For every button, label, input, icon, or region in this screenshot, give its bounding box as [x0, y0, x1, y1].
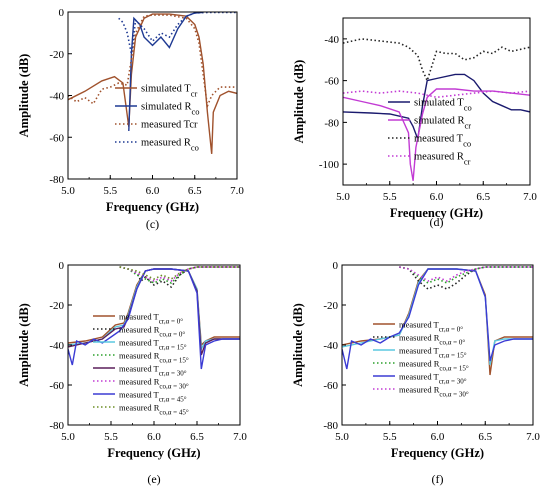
y-axis-label: Amplitude (dB) — [291, 303, 305, 387]
y-tick-label: -40 — [49, 340, 64, 352]
legend-entry: measured Rco,α = 45° — [119, 403, 189, 417]
legend: simulated Tcr simulated Rco measured Tcr me… — [115, 84, 200, 153]
legend: simulated Tco simulated Rcr measured Tco me… — [388, 98, 472, 167]
legend-entry: measured Tco — [414, 134, 471, 149]
panel-label: (e) — [147, 472, 160, 486]
legend: measured Tcr,α = 0°measured Rco,α = 0°me… — [373, 320, 469, 399]
legend-entry: measured Rco,α = 15° — [119, 351, 189, 365]
y-tick-label: -40 — [324, 34, 339, 46]
y-tick-label: -60 — [324, 76, 339, 88]
x-tick-label: 6.0 — [147, 431, 161, 443]
x-tick-label: 6.5 — [478, 431, 492, 443]
legend-entry: simulated Rcr — [414, 116, 471, 131]
x-tick-label: 6.5 — [476, 191, 490, 203]
x-tick-label: 5.0 — [61, 185, 75, 197]
y-tick-label: 0 — [59, 260, 65, 272]
legend-entry: measured Tcr,α = 45° — [119, 390, 187, 404]
series-line-c-3 — [118, 12, 237, 54]
series-line-c-0 — [68, 13, 237, 154]
y-tick-label: -80 — [324, 117, 339, 129]
x-tick-label: 5.0 — [335, 431, 349, 443]
y-tick-label: 0 — [333, 260, 339, 272]
chart-panel-c: 5.0 5.5 6.0 6.5 7.0 0 -20 -40 -60 -80 Frequency (G… — [17, 7, 244, 231]
y-tick-label: -80 — [323, 420, 338, 432]
y-tick-label: -100 — [319, 159, 340, 171]
x-tick-label: 5.5 — [383, 431, 397, 443]
series-line-d-1 — [343, 88, 530, 181]
x-tick-label: 6.5 — [188, 185, 202, 197]
panel-label: (c) — [146, 217, 159, 231]
x-tick-label: 6.0 — [146, 185, 160, 197]
y-tick-label: -20 — [49, 49, 64, 61]
x-tick-label: 5.0 — [336, 191, 350, 203]
y-axis-label: Amplitude (dB) — [17, 54, 31, 138]
x-axis-label: Frequency (GHz) — [391, 446, 484, 460]
legend-entry: measured Tcr,α = 0° — [119, 312, 183, 326]
legend-entry: measured Tcr,α = 30° — [119, 364, 187, 378]
series-line-f-3 — [399, 266, 533, 284]
chart-panel-d: 5.0 5.5 6.0 6.5 7.0 -40 -60 -80 -100 Frequency (G… — [292, 17, 537, 229]
legend-entry: measured Tcr,α = 15° — [119, 338, 187, 352]
legend-entry: simulated Tco — [414, 98, 472, 113]
legend-entry: measured Tcr — [141, 120, 198, 131]
panel-label: (f) — [432, 472, 444, 486]
x-tick-label: 6.0 — [431, 431, 445, 443]
legend-entry: simulated Tcr — [141, 84, 197, 99]
y-tick-label: -40 — [323, 340, 338, 352]
x-tick-label: 5.5 — [104, 431, 118, 443]
series-line-f-4 — [342, 268, 533, 370]
series-line-e-7 — [119, 266, 240, 280]
x-tick-label: 6.0 — [430, 191, 444, 203]
y-axis-label: Amplitude (dB) — [17, 303, 31, 387]
series-line-e-5 — [119, 266, 240, 282]
legend-entry: measured Tcr,α = 30° — [399, 372, 467, 386]
x-tick-label: 7.0 — [526, 431, 540, 443]
legend-entry: measured Rco,α = 0° — [399, 333, 465, 347]
series-line-d-0 — [343, 73, 530, 140]
x-tick-label: 7.0 — [523, 191, 537, 203]
y-tick-label: -20 — [49, 300, 64, 312]
y-tick-label: -40 — [49, 91, 64, 103]
legend-entry: measured Rco — [141, 138, 199, 153]
y-tick-label: -80 — [49, 174, 64, 186]
series-line-c-2 — [68, 14, 237, 109]
legend-entry: measured Tcr,α = 0° — [399, 320, 463, 334]
x-tick-label: 7.0 — [233, 431, 247, 443]
legend-entry: simulated Rco — [141, 102, 200, 117]
legend-entry: measured Rco,α = 15° — [399, 359, 469, 373]
x-tick-label: 5.5 — [383, 191, 397, 203]
series-line-f-5 — [399, 266, 533, 282]
series-line-e-6 — [68, 268, 240, 370]
legend-entry: measured Rco,α = 30° — [119, 377, 189, 391]
x-axis-label: Frequency (GHz) — [107, 446, 200, 460]
y-tick-label: -60 — [49, 380, 64, 392]
legend-entry: measured Tcr,α = 15° — [399, 346, 467, 360]
legend: measured Tcr,α = 0°measured Rco,α = 0°me… — [93, 312, 189, 417]
y-tick-label: -80 — [49, 420, 64, 432]
y-tick-label: -60 — [49, 132, 64, 144]
x-tick-label: 5.5 — [103, 185, 117, 197]
x-tick-label: 7.0 — [230, 185, 244, 197]
series-line-d-2 — [343, 38, 530, 83]
x-axis-label: Frequency (GHz) — [390, 206, 483, 220]
x-tick-label: 5.0 — [61, 431, 75, 443]
panel-label: (d) — [430, 215, 444, 229]
legend-entry: measured Rco,α = 30° — [399, 385, 469, 399]
legend-entry: measured Rcr — [414, 152, 471, 167]
chart-panel-e: 5.0 5.5 6.0 6.5 7.0 0 -20 -40 -60 -80 Frequency (G… — [17, 260, 247, 486]
y-tick-label: -20 — [323, 300, 338, 312]
chart-panel-f: 5.0 5.5 6.0 6.5 7.0 0 -20 -40 -60 -80 Frequency (G… — [291, 260, 540, 486]
x-axis-label: Frequency (GHz) — [106, 200, 199, 214]
y-axis-label: Amplitude (dB) — [292, 60, 306, 144]
x-tick-label: 6.5 — [190, 431, 204, 443]
y-tick-label: 0 — [59, 7, 65, 19]
y-tick-label: -60 — [323, 380, 338, 392]
series-line-d-3 — [343, 90, 530, 99]
legend-entry: measured Rco,α = 0° — [119, 325, 185, 339]
